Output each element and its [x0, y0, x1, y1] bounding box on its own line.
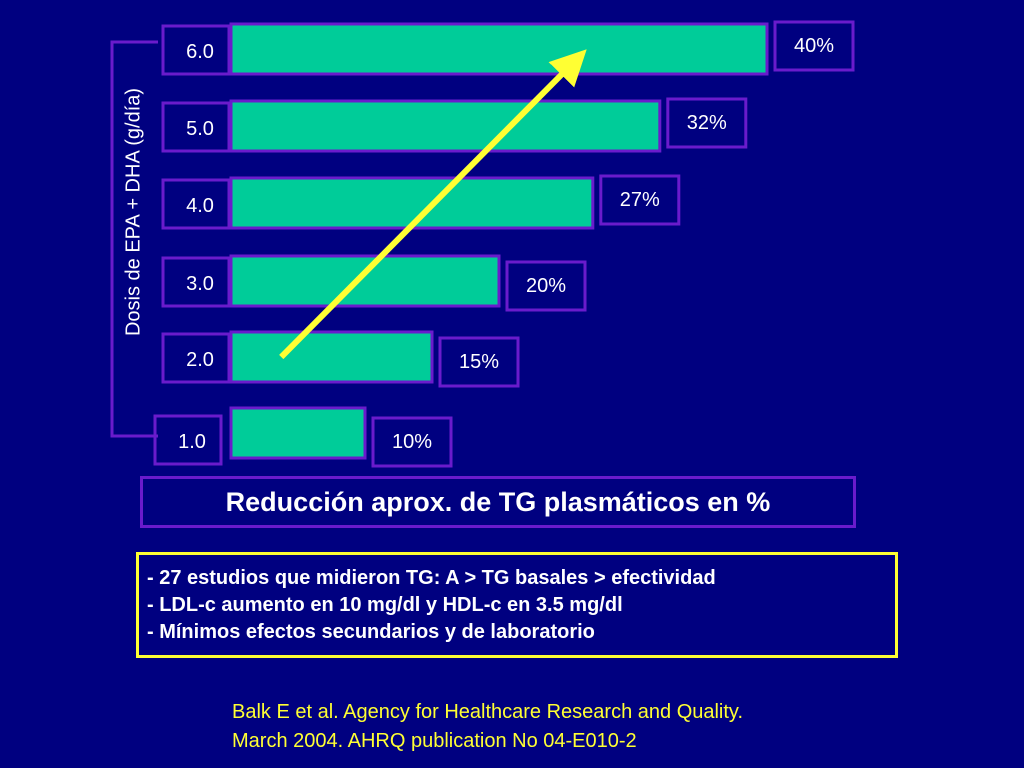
value-label-box [505, 260, 587, 312]
category-tick-label: 2.0 [186, 349, 214, 371]
bar [229, 176, 595, 230]
x-axis-label: Reducción aprox. de TG plasmáticos en % [225, 486, 771, 517]
bar [229, 406, 367, 460]
category-tick-label: 4.0 [186, 195, 214, 217]
value-label-box [599, 174, 681, 226]
x-axis-label-box: Reducción aprox. de TG plasmáticos en % [140, 476, 856, 528]
data-label: 15% [459, 351, 499, 373]
data-label: 27% [620, 189, 660, 211]
notes-box: - 27 estudios que midieron TG: A > TG ba… [136, 552, 898, 658]
y-axis-label: Dosis de EPA + DHA (g/día) [122, 87, 145, 337]
category-box [153, 414, 223, 466]
bar [229, 99, 662, 153]
data-label: 40% [794, 35, 834, 57]
category-box [161, 332, 231, 384]
category-tick-label: 6.0 [186, 41, 214, 63]
category-tick-label: 5.0 [186, 118, 214, 140]
category-tick-label: 3.0 [186, 273, 214, 295]
category-tick-label: 1.0 [178, 431, 206, 453]
bar [229, 254, 501, 308]
source-citation: Balk E et al. Agency for Healthcare Rese… [232, 698, 743, 756]
source-line-2: March 2004. AHRQ publication No 04-E010-… [232, 730, 637, 752]
value-label-box [438, 336, 520, 388]
data-label: 20% [526, 275, 566, 297]
value-label-box [773, 20, 855, 72]
axis-bracket [110, 40, 158, 438]
source-line-1: Balk E et al. Agency for Healthcare Rese… [232, 701, 744, 723]
data-label: 32% [687, 112, 727, 134]
trend-arrow [279, 49, 587, 360]
note-item: - 27 estudios que midieron TG: A > TG ba… [147, 567, 716, 589]
category-box [161, 256, 231, 308]
category-box [161, 101, 231, 153]
bar-chart: 1.0 10% 2.0 15% 3.0 20% 4.0 27% 5.0 32% 6.0 40% [110, 20, 855, 468]
value-label-box [666, 97, 748, 149]
value-label-box [371, 416, 453, 468]
bar [229, 22, 769, 76]
bar [229, 330, 434, 384]
category-box [161, 24, 231, 76]
note-item: - Mínimos efectos secundarios y de labor… [147, 621, 595, 643]
category-box [161, 178, 231, 230]
bracket-line [110, 40, 158, 438]
data-label: 10% [392, 431, 432, 453]
note-item: - LDL-c aumento en 10 mg/dl y HDL-c en 3… [147, 594, 623, 616]
